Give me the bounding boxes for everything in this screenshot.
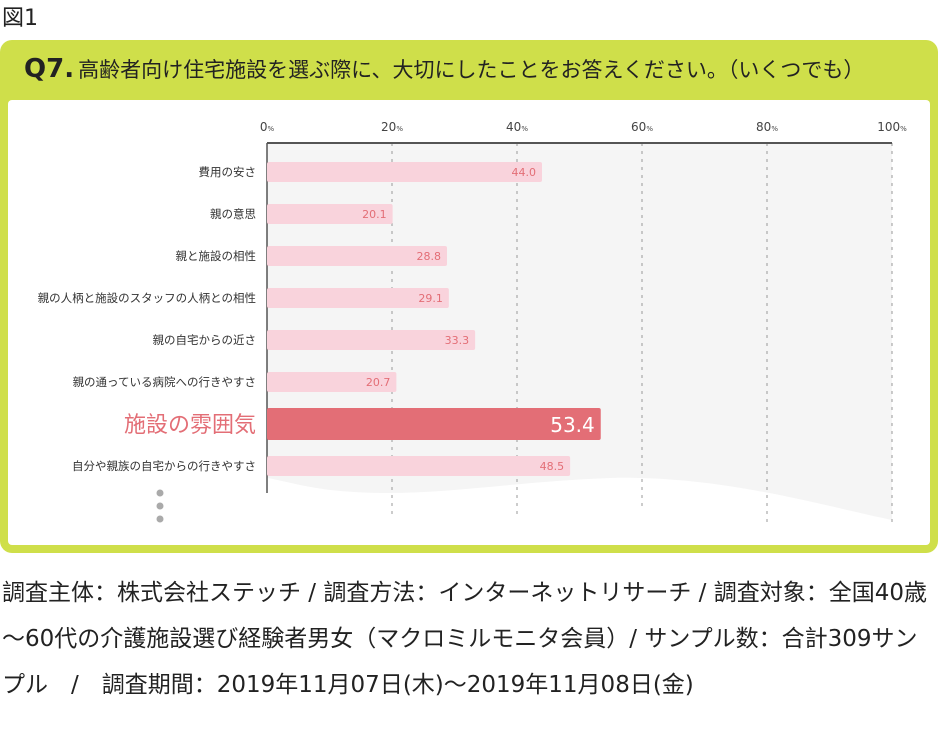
data-label: 44.0 (512, 166, 537, 179)
x-tick-label: 0% (260, 120, 275, 134)
category-label: 費用の安さ (199, 165, 257, 179)
bar (267, 408, 601, 440)
bar (267, 246, 447, 266)
bar (267, 204, 393, 224)
question-number: Q7. (24, 54, 75, 84)
bar (267, 162, 542, 182)
x-tick-label: 100% (877, 120, 907, 134)
bar (267, 372, 397, 392)
continuation-dot (156, 489, 164, 497)
continuation-dot (156, 502, 164, 510)
data-label: 48.5 (540, 460, 565, 473)
continuation-dot (156, 515, 164, 523)
data-label: 20.1 (362, 208, 387, 221)
bar-chart: 0% 20% 40% 60% 80% 100% 44.0 費用の安さ 20.1 親の意思 28.8 親… (38, 120, 907, 525)
data-label: 53.4 (550, 413, 595, 437)
category-label: 施設の雰囲気 (124, 413, 256, 438)
figure-label: 図1 (2, 6, 38, 31)
question-title: Q7. 高齢者向け住宅施設を選ぶ際に、大切にしたことをお答えください。（いくつでも… (24, 54, 864, 84)
category-label: 親と施設の相性 (176, 249, 257, 263)
category-label: 親の自宅からの近さ (153, 333, 257, 347)
category-label: 親の意思 (210, 207, 256, 221)
category-label: 自分や親族の自宅からの行きやすさ (72, 459, 256, 473)
bar (267, 288, 449, 308)
bar (267, 456, 571, 476)
data-label: 33.3 (445, 334, 470, 347)
x-tick-label: 20% (381, 120, 403, 134)
x-tick-label: 40% (506, 120, 528, 134)
category-label: 親の通っている病院への行きやすさ (73, 375, 256, 389)
x-tick-label: 80% (756, 120, 778, 134)
data-label: 29.1 (418, 292, 443, 305)
data-label: 28.8 (417, 250, 442, 263)
x-tick-label: 60% (631, 120, 653, 134)
survey-footer: 調査主体：株式会社ステッチ / 調査方法：インターネットリサーチ / 調査対象：… (2, 580, 928, 698)
category-label: 親の人柄と施設のスタッフの人柄との相性 (38, 291, 256, 305)
bar (267, 330, 476, 350)
data-label: 20.7 (366, 376, 391, 389)
question-text: 高齢者向け住宅施設を選ぶ際に、大切にしたことをお答えください。（いくつでも） (78, 58, 865, 82)
